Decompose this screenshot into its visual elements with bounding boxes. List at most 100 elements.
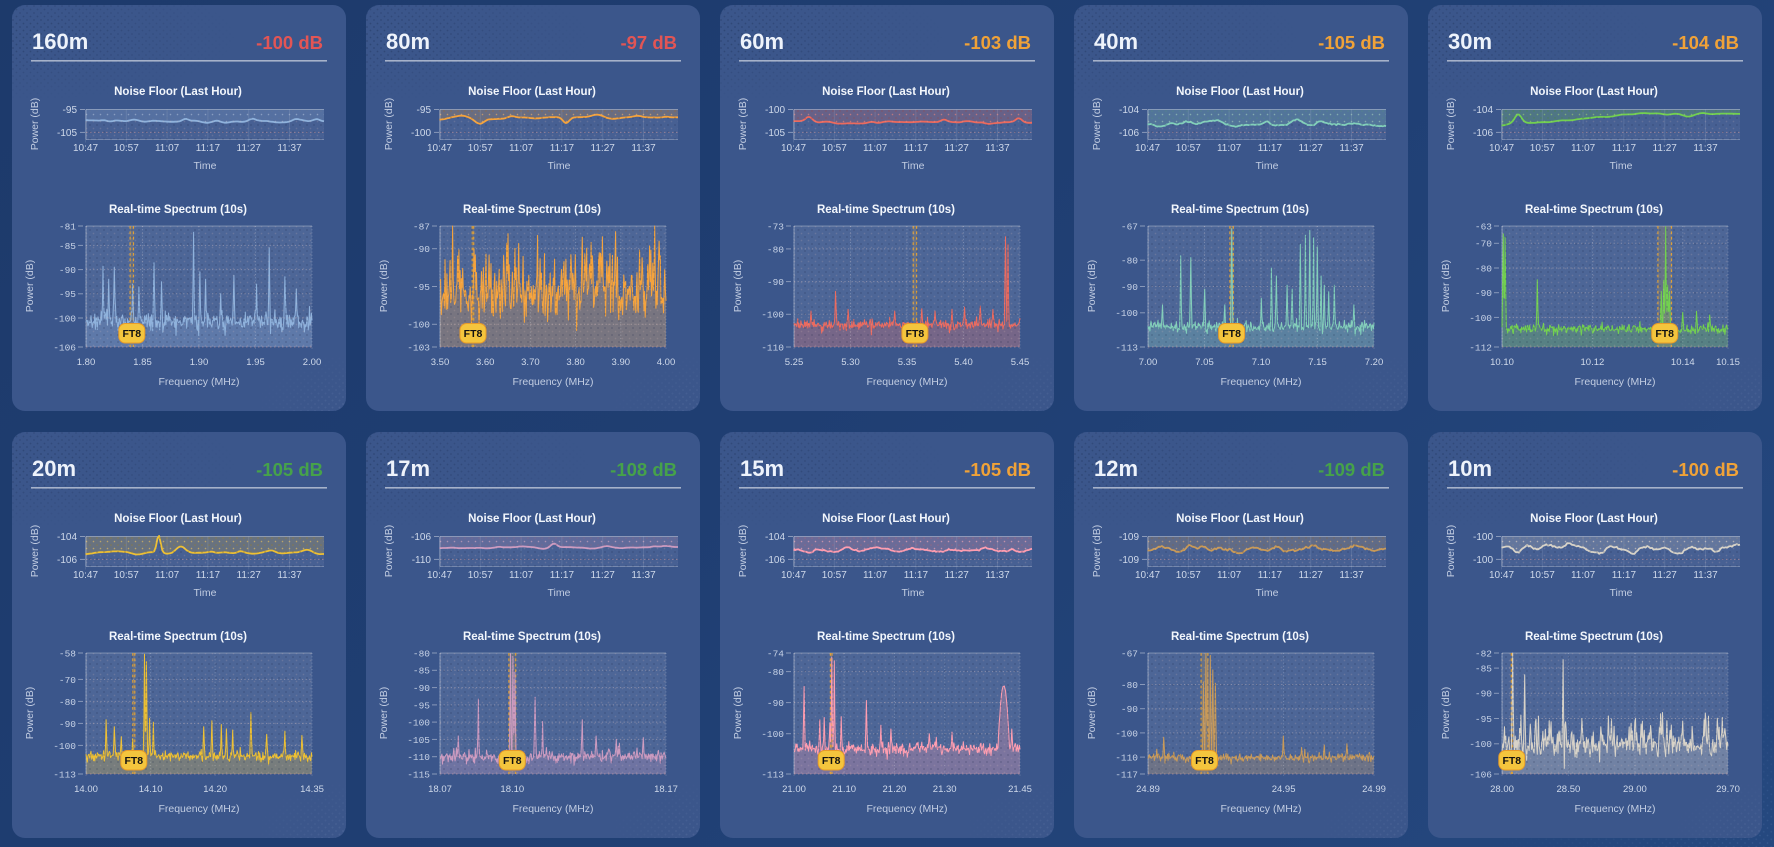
svg-text:24.95: 24.95: [1272, 784, 1296, 795]
svg-text:-90: -90: [1475, 689, 1492, 700]
svg-text:-110: -110: [407, 752, 430, 763]
svg-text:-100: -100: [1469, 739, 1492, 750]
svg-text:10:57: 10:57: [822, 570, 847, 581]
svg-text:Power (dB): Power (dB): [29, 525, 41, 578]
svg-text:Noise Floor (Last Hour): Noise Floor (Last Hour): [1176, 86, 1304, 98]
svg-text:-104: -104: [1473, 105, 1493, 116]
svg-text:11:37: 11:37: [985, 570, 1010, 581]
svg-text:Noise Floor (Last Hour): Noise Floor (Last Hour): [468, 86, 596, 98]
svg-text:-90: -90: [1475, 288, 1492, 299]
svg-text:Power (dB): Power (dB): [24, 687, 36, 740]
svg-text:10:47: 10:47: [73, 143, 98, 154]
svg-text:3.60: 3.60: [476, 357, 495, 368]
svg-text:-115: -115: [407, 769, 430, 780]
svg-text:Frequency (MHz): Frequency (MHz): [1574, 803, 1655, 815]
svg-text:10:57: 10:57: [1176, 570, 1201, 581]
svg-text:Frequency (MHz): Frequency (MHz): [866, 376, 947, 388]
svg-text:10.10: 10.10: [1490, 357, 1514, 368]
svg-text:Noise Floor (Last Hour): Noise Floor (Last Hour): [1176, 513, 1304, 525]
svg-text:Real-time Spectrum (10s): Real-time Spectrum (10s): [463, 631, 601, 643]
svg-text:11:37: 11:37: [277, 143, 302, 154]
svg-text:40m: 40m: [1094, 29, 1138, 54]
svg-text:11:27: 11:27: [591, 570, 616, 581]
svg-text:29.70: 29.70: [1716, 784, 1740, 795]
svg-text:10m: 10m: [1448, 456, 1492, 481]
svg-text:Time: Time: [1610, 160, 1633, 172]
svg-text:11:27: 11:27: [1299, 143, 1324, 154]
svg-text:1.80: 1.80: [77, 357, 96, 368]
svg-text:-113: -113: [761, 769, 784, 780]
svg-text:11:27: 11:27: [945, 143, 970, 154]
svg-text:-100: -100: [765, 105, 785, 116]
svg-text:Time: Time: [1256, 160, 1279, 172]
svg-text:-100: -100: [407, 718, 430, 729]
svg-text:11:37: 11:37: [985, 143, 1010, 154]
svg-text:Power (dB): Power (dB): [29, 98, 41, 151]
svg-text:10:47: 10:47: [1135, 143, 1160, 154]
svg-text:-113: -113: [1115, 342, 1138, 353]
svg-text:Power (dB): Power (dB): [732, 260, 744, 313]
svg-text:160m: 160m: [32, 29, 88, 54]
svg-text:-100: -100: [1115, 308, 1138, 319]
svg-text:-81: -81: [59, 221, 76, 232]
svg-text:-95: -95: [59, 289, 76, 300]
svg-text:-103 dB: -103 dB: [964, 32, 1031, 53]
svg-text:-70: -70: [59, 675, 76, 686]
svg-text:-95: -95: [417, 105, 432, 116]
svg-text:-87: -87: [413, 221, 430, 232]
svg-text:FT8: FT8: [124, 755, 143, 767]
svg-text:-112: -112: [1469, 342, 1492, 353]
svg-text:-70: -70: [1475, 239, 1492, 250]
svg-text:11:07: 11:07: [1217, 570, 1242, 581]
svg-text:Real-time Spectrum (10s): Real-time Spectrum (10s): [1171, 631, 1309, 643]
svg-text:Time: Time: [1256, 587, 1279, 599]
svg-text:10:57: 10:57: [114, 143, 139, 154]
svg-text:11:27: 11:27: [237, 143, 262, 154]
svg-text:-100: -100: [1115, 728, 1138, 739]
svg-text:18.10: 18.10: [500, 784, 524, 795]
svg-text:-80: -80: [1121, 680, 1138, 691]
svg-text:-95: -95: [63, 105, 78, 116]
svg-text:1.90: 1.90: [190, 357, 209, 368]
svg-text:Frequency (MHz): Frequency (MHz): [1574, 376, 1655, 388]
svg-text:-104 dB: -104 dB: [1672, 32, 1739, 53]
svg-text:Power (dB): Power (dB): [1440, 687, 1452, 740]
svg-text:11:07: 11:07: [155, 570, 180, 581]
svg-text:-100 dB: -100 dB: [256, 32, 323, 53]
svg-text:11:17: 11:17: [904, 570, 929, 581]
svg-text:Time: Time: [902, 587, 925, 599]
svg-text:14.10: 14.10: [139, 784, 163, 795]
svg-text:10:47: 10:47: [781, 570, 806, 581]
svg-text:11:07: 11:07: [509, 570, 534, 581]
svg-text:10:47: 10:47: [73, 570, 98, 581]
svg-text:18.07: 18.07: [428, 784, 452, 795]
svg-text:FT8: FT8: [906, 328, 925, 340]
svg-text:-109: -109: [1119, 555, 1139, 566]
svg-text:3.80: 3.80: [566, 357, 585, 368]
svg-text:7.10: 7.10: [1252, 357, 1271, 368]
svg-text:Power (dB): Power (dB): [1091, 525, 1103, 578]
svg-text:-80: -80: [1475, 263, 1492, 274]
svg-text:21.00: 21.00: [782, 784, 806, 795]
svg-text:15m: 15m: [740, 456, 784, 481]
svg-text:Power (dB): Power (dB): [1091, 98, 1103, 151]
svg-text:-80: -80: [413, 648, 430, 659]
svg-text:11:07: 11:07: [155, 143, 180, 154]
svg-text:Frequency (MHz): Frequency (MHz): [158, 803, 239, 815]
svg-text:21.10: 21.10: [832, 784, 856, 795]
svg-text:11:17: 11:17: [1258, 143, 1283, 154]
svg-text:-63: -63: [1475, 221, 1492, 232]
svg-text:5.35: 5.35: [898, 357, 917, 368]
svg-text:2.00: 2.00: [303, 357, 322, 368]
svg-text:-80: -80: [59, 697, 76, 708]
svg-text:-104: -104: [57, 532, 77, 543]
svg-text:21.20: 21.20: [883, 784, 907, 795]
svg-text:Noise Floor (Last Hour): Noise Floor (Last Hour): [1530, 513, 1658, 525]
svg-text:11:17: 11:17: [1258, 570, 1283, 581]
svg-text:-67: -67: [1121, 221, 1138, 232]
svg-text:Power (dB): Power (dB): [383, 525, 395, 578]
svg-text:Frequency (MHz): Frequency (MHz): [866, 803, 947, 815]
svg-text:-100: -100: [411, 128, 431, 139]
svg-text:10:47: 10:47: [1135, 570, 1160, 581]
svg-text:-95: -95: [1475, 714, 1492, 725]
